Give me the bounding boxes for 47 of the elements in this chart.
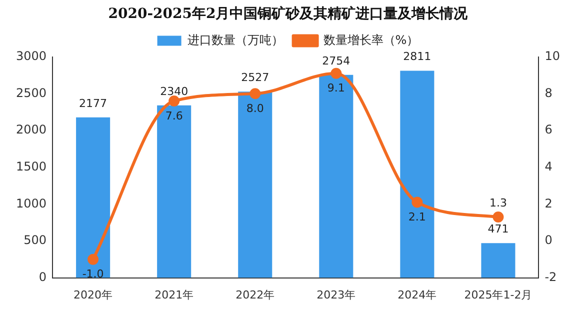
y2-tick-label: -2 bbox=[544, 270, 557, 284]
data-label: 7.6 bbox=[165, 109, 183, 122]
y2-tick-label: 2 bbox=[544, 196, 552, 210]
data-label: 2340 bbox=[160, 84, 188, 98]
data-label: 2811 bbox=[403, 50, 432, 64]
y2-tick-label: 8 bbox=[544, 86, 552, 100]
bar bbox=[400, 70, 434, 278]
bar bbox=[157, 105, 192, 278]
x-tick-label: 2022年 bbox=[236, 288, 275, 302]
y-tick-label: 2500 bbox=[16, 86, 47, 100]
y2-tick-label: 0 bbox=[544, 233, 552, 248]
data-label: 1.3 bbox=[489, 196, 507, 210]
y-tick-label: 1500 bbox=[16, 159, 47, 174]
x-tick-label: 2020年 bbox=[74, 288, 113, 302]
data-label: 2177 bbox=[79, 96, 108, 110]
data-label: 471 bbox=[488, 222, 509, 236]
data-label: 9.1 bbox=[327, 82, 345, 95]
y-tick-label: 500 bbox=[24, 233, 47, 248]
data-label: 2754 bbox=[322, 54, 350, 68]
data-label: -1.0 bbox=[82, 268, 104, 281]
bar bbox=[238, 92, 272, 278]
y2-tick-label: 4 bbox=[544, 159, 552, 174]
data-label: 2.1 bbox=[408, 210, 426, 224]
bar bbox=[319, 74, 354, 278]
chart-title: 2020-2025年2月中国铜矿砂及其精矿进口量及增长情况 bbox=[108, 5, 469, 22]
y2-tick-label: 10 bbox=[544, 48, 560, 63]
data-label: 2527 bbox=[241, 71, 270, 84]
y-tick-label: 3000 bbox=[16, 48, 47, 63]
x-tick-label: 2021年 bbox=[154, 288, 194, 302]
bar bbox=[76, 117, 110, 278]
point bbox=[330, 68, 342, 79]
y2-tick-label: 6 bbox=[544, 122, 552, 137]
point bbox=[168, 96, 180, 106]
point bbox=[492, 212, 504, 223]
legend-label: 数量增长率（%） bbox=[323, 32, 419, 47]
x-tick-label: 2025年1-2月 bbox=[464, 288, 532, 302]
x-tick-label: 2024年 bbox=[398, 288, 437, 302]
data-label: 8.0 bbox=[246, 102, 264, 115]
legend-label: 进口数量（万吨） bbox=[187, 32, 284, 47]
x-tick-label: 2023年 bbox=[316, 288, 356, 302]
y-tick-label: 0 bbox=[38, 270, 47, 284]
bar bbox=[481, 243, 516, 278]
point bbox=[250, 88, 261, 100]
y-tick-label: 1000 bbox=[16, 196, 47, 210]
point bbox=[412, 196, 423, 208]
point bbox=[88, 254, 99, 265]
y-tick-label: 2000 bbox=[16, 122, 47, 137]
